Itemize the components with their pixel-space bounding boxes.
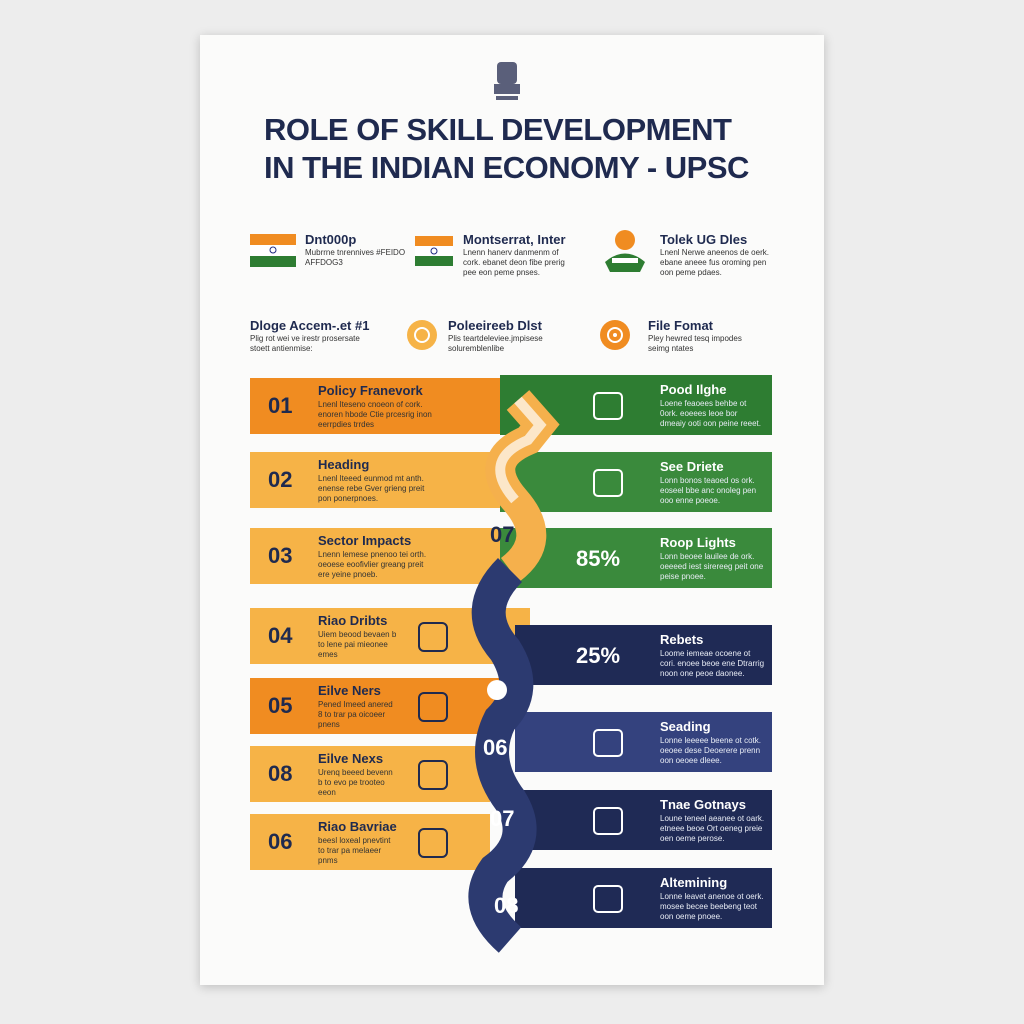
item-title: Roop Lights xyxy=(660,535,736,550)
info-text: Pley hewred tesq impodes seimg ntates xyxy=(648,334,742,353)
ribbon-number: 07 xyxy=(490,522,515,547)
info-title: File Fomat xyxy=(648,318,714,333)
step-title: Policy Franevork xyxy=(318,383,423,398)
target-icon xyxy=(600,320,630,350)
item-bar xyxy=(515,625,772,685)
info-title: Montserrat, Inter xyxy=(463,232,566,247)
ribbon-number: 06 xyxy=(483,735,508,760)
flag-icon xyxy=(250,234,296,267)
step-text: Pened Imeed anered 8 to trar pa oicoeer … xyxy=(318,700,393,729)
step-text: Lnenn lemese pnenoo tei orth. oeoese eoo… xyxy=(318,550,427,579)
step-title: Riao Bavriae xyxy=(318,819,397,834)
step-bar xyxy=(250,528,500,584)
step-bar xyxy=(250,678,500,734)
figure-icon xyxy=(605,230,645,272)
item-text: Lonn beoee lauilee de ork. oeeeed iest s… xyxy=(660,552,764,581)
step-bar xyxy=(250,814,490,870)
item-title: Seading xyxy=(660,719,711,734)
item-text: Lonne leeeee beene ot cotk. oeoee dese D… xyxy=(660,736,761,765)
step-number: 08 xyxy=(268,761,293,786)
info-text: Plig rot wei ve irestr prosersate stoett… xyxy=(250,334,360,353)
step-number: 01 xyxy=(268,393,293,418)
item-stat: 25% xyxy=(576,643,621,668)
item-title: Tnae Gotnays xyxy=(660,797,746,812)
item-icon xyxy=(593,729,623,757)
ribbon-number: 07 xyxy=(490,806,515,831)
step-title: Eilve Ners xyxy=(318,683,381,698)
emblem xyxy=(494,62,520,100)
info-text: Mubrrne tnrennives #FEIDO AFFDOG3 xyxy=(305,248,406,267)
info-title: Poleeireeb Dlst xyxy=(448,318,542,333)
info-text: Plis teartdeleviee.jmpisese soluremblenl… xyxy=(448,334,543,353)
step-bar xyxy=(250,746,490,802)
info-title: Dloge Accem-.et #1 xyxy=(250,318,370,333)
step-title: Heading xyxy=(318,457,370,472)
item-icon xyxy=(593,807,623,835)
step-title: Riao Dribts xyxy=(318,613,388,628)
step-icon xyxy=(418,622,448,652)
target-icon xyxy=(407,320,437,350)
item-bar xyxy=(515,868,772,928)
step-text: beesl loxeal pnevtint to trar pa melaeer… xyxy=(318,836,391,865)
step-number: 02 xyxy=(268,467,293,492)
item-text: Lonne leavet anenoe ot oerk. mosee becee… xyxy=(660,892,764,921)
step-title: Eilve Nexs xyxy=(318,751,384,766)
item-text: Loome iemeae ocoene ot cori. enoee beoe … xyxy=(660,649,765,678)
step-text: Uiem beood bevaen b to lene pai mieonee … xyxy=(318,630,397,659)
step-bar xyxy=(250,452,510,508)
info-title: Tolek UG Dles xyxy=(660,232,748,247)
step-icon xyxy=(418,828,448,858)
item-title: Pood Ilghe xyxy=(660,382,727,397)
item-text: Loune teneel aeanee ot oark. etneee beoe… xyxy=(660,814,765,843)
step-number: 05 xyxy=(268,693,293,718)
step-text: Lnenl lteseno cnoeon of cork. enoren hbo… xyxy=(318,400,432,429)
item-stat: 85% xyxy=(576,546,621,571)
item-icon xyxy=(593,469,623,497)
item-title: Rebets xyxy=(660,632,704,647)
flag-icon xyxy=(415,236,453,266)
step-icon xyxy=(418,692,448,722)
item-icon xyxy=(593,392,623,420)
step-number: 03 xyxy=(268,543,293,568)
info-title: Dnt000p xyxy=(305,232,357,247)
item-icon xyxy=(593,885,623,913)
item-bar xyxy=(515,790,772,850)
step-number: 06 xyxy=(268,829,293,854)
step-text: Lnenl lteeed eunmod mt anth. enense rebe… xyxy=(318,474,425,503)
item-title: Altemining xyxy=(660,875,728,890)
step-number: 04 xyxy=(268,623,293,648)
item-title: See Driete xyxy=(660,459,724,474)
title-line: IN THE INDIAN ECONOMY - UPSC xyxy=(264,150,749,185)
info-text: Lnenl Nerwe aneenos de oerk. ebane aneee… xyxy=(660,248,769,277)
item-text: Lonn bonos teaoed os ork. eoseel bbe anc… xyxy=(660,476,757,505)
item-bar xyxy=(515,712,772,772)
step-title: Sector Impacts xyxy=(318,533,412,548)
step-text: Urenq beeed bevenn b to evo pe trooteo e… xyxy=(318,768,393,797)
info-text: Lnenn hanerv danmenm of cork. ebanet deo… xyxy=(463,248,565,277)
ribbon-number: 08 xyxy=(494,893,519,918)
item-text: Loene feaoees behbe ot 0ork. eoeees leoe… xyxy=(660,399,761,428)
title-line: ROLE OF SKILL DEVELOPMENT xyxy=(264,112,732,147)
step-icon xyxy=(418,760,448,790)
